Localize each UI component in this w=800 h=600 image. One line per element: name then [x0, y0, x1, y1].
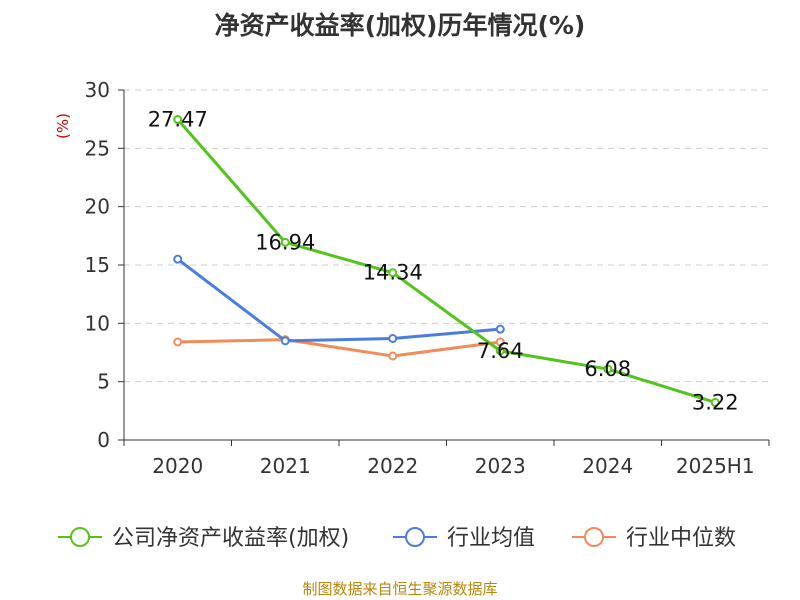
series-公司净资产收益率(加权) [173, 115, 720, 407]
y-tick-label: 20 [85, 195, 110, 219]
data-label: 7.64 [477, 339, 524, 363]
data-point [495, 337, 505, 347]
x-tick-label: 2022 [367, 454, 418, 478]
legend-item: 公司净资产收益率(加权) [58, 526, 349, 551]
x-tick-label: 2024 [582, 454, 633, 478]
x-tick-label: 2023 [475, 454, 526, 478]
series-行业均值 [173, 254, 505, 346]
series-line [177, 338, 501, 358]
data-point [388, 334, 398, 343]
legend-label: 行业中位数 [626, 526, 736, 551]
data-point [495, 324, 505, 334]
legend-item: 行业均值 [393, 526, 535, 551]
legend-circle-marker [405, 527, 425, 547]
y-tick-label: 5 [97, 370, 110, 394]
y-tick-label: 10 [85, 311, 110, 335]
legend-circle-marker [70, 527, 90, 547]
data-point [388, 351, 398, 361]
legend: 公司净资产收益率(加权) 行业均值 行业中位数 [58, 526, 736, 551]
data-label: 14.34 [363, 261, 423, 285]
data-label: 6.08 [584, 357, 631, 381]
legend-item: 行业中位数 [572, 526, 736, 551]
data-point [388, 268, 398, 278]
x-tick-label: 2025H1 [676, 454, 755, 478]
source-note: 制图数据来自恒生聚源数据库 [302, 580, 498, 598]
chart-title: 净资产收益率(加权)历年情况(%) [214, 11, 586, 40]
series-line [176, 118, 716, 404]
data-label: 16.94 [255, 230, 315, 254]
legend-label: 行业均值 [447, 526, 535, 551]
data-label: 27.47 [148, 108, 208, 132]
legend-label: 公司净资产收益率(加权) [112, 526, 349, 551]
series-lines [173, 115, 720, 407]
data-point [495, 346, 505, 356]
y-tick-label: 25 [85, 136, 110, 160]
x-tick-label: 2021 [260, 454, 311, 478]
legend-circle-marker [584, 527, 604, 547]
data-label: 3.22 [692, 390, 739, 414]
series-line [176, 257, 501, 343]
data-point [173, 254, 183, 264]
x-tick-label: 2020 [152, 454, 203, 478]
y-axis-label: (%) [54, 113, 72, 139]
data-point [173, 337, 183, 347]
data-labels: 27.47 16.94 14.34 7.64 6.08 3.22 [148, 108, 739, 415]
axes: 0 5 10 15 20 25 30 2020 2021 2022 2023 2024 2025H1 [85, 78, 770, 478]
y-tick-label: 15 [85, 253, 110, 277]
data-point [710, 397, 720, 407]
y-tick-label: 30 [85, 78, 110, 102]
data-point [603, 364, 613, 374]
data-point [280, 237, 290, 247]
data-point [280, 336, 290, 346]
data-point [173, 115, 183, 125]
y-tick-label: 0 [97, 428, 110, 452]
gridlines [124, 89, 769, 383]
